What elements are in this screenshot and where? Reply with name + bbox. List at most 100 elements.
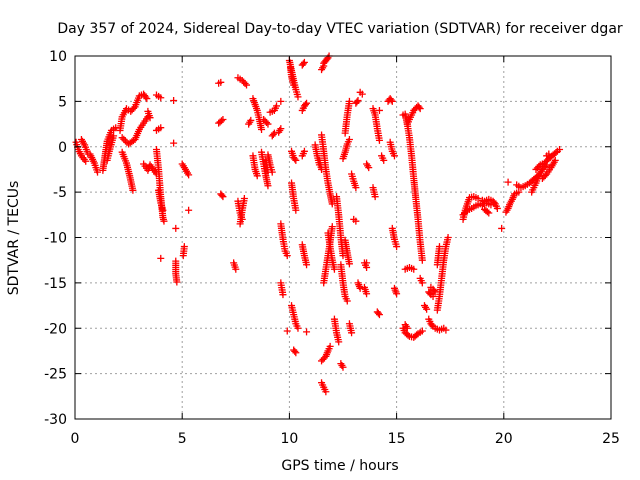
data-point (375, 106, 383, 114)
x-tick-label: 10 (280, 431, 298, 447)
data-point (515, 188, 523, 196)
data-point (375, 311, 383, 319)
data-point (498, 224, 506, 232)
data-point (535, 162, 543, 170)
data-point (353, 98, 361, 106)
y-tick-label: -25 (44, 367, 67, 383)
data-point (339, 363, 347, 371)
y-tick-label: -30 (44, 412, 67, 428)
x-tick-label: 15 (388, 431, 406, 447)
data-point (352, 217, 360, 225)
data-point (418, 256, 426, 264)
data-point (426, 289, 434, 297)
data-point (428, 321, 436, 329)
data-point (172, 224, 180, 232)
data-point (345, 135, 353, 143)
data-point (173, 278, 181, 286)
data-point (170, 139, 178, 147)
data-point (264, 120, 272, 128)
data-point (356, 284, 364, 292)
data-point (487, 201, 495, 209)
data-point (365, 164, 373, 172)
data-point (218, 191, 226, 199)
data-point (387, 96, 395, 104)
data-point (303, 99, 311, 107)
data-point (82, 157, 90, 165)
data-point (218, 117, 226, 125)
data-point (301, 101, 309, 109)
data-point (277, 97, 285, 105)
data-point (374, 309, 382, 317)
data-point (423, 305, 431, 313)
data-point (403, 324, 411, 332)
data-point (493, 204, 501, 212)
y-tick-label: -10 (44, 231, 67, 247)
data-point (551, 156, 559, 164)
data-point (120, 135, 128, 143)
data-point (121, 137, 129, 145)
data-point (269, 130, 277, 138)
data-point (291, 347, 299, 355)
data-point (320, 62, 328, 70)
data-point (292, 156, 300, 164)
data-point (363, 259, 371, 267)
y-tick-label: -5 (53, 185, 67, 201)
data-point (371, 193, 379, 201)
y-tick-label: 0 (58, 140, 67, 156)
data-point (430, 287, 438, 295)
data-point (180, 243, 188, 251)
data-point (354, 96, 362, 104)
data-point (541, 171, 549, 179)
data-point (442, 326, 450, 334)
data-point (345, 97, 353, 105)
data-point (142, 93, 150, 101)
data-point (160, 217, 168, 225)
data-point (279, 291, 287, 299)
data-point (185, 206, 193, 214)
data-points (72, 52, 564, 396)
data-point (552, 148, 560, 156)
data-point (303, 328, 311, 336)
data-point (110, 132, 118, 140)
data-point (290, 81, 298, 89)
data-point (299, 60, 307, 68)
data-point (393, 290, 401, 298)
data-point (270, 129, 278, 137)
x-tick-label: 5 (178, 431, 187, 447)
data-point (170, 96, 178, 104)
data-point (330, 265, 338, 273)
data-point (291, 155, 299, 163)
y-tick-label: -20 (44, 321, 67, 337)
data-point (300, 58, 308, 66)
data-point (283, 327, 291, 335)
data-point (143, 95, 151, 103)
data-point (416, 105, 424, 113)
data-point (380, 156, 388, 164)
y-tick-label: -15 (44, 276, 67, 292)
data-point (328, 223, 336, 231)
data-point (185, 171, 193, 179)
data-point (410, 265, 418, 273)
data-point (363, 290, 371, 298)
data-point (393, 243, 401, 251)
axis-ticks: 0 5 10 15 20 25 -30 -25 -20 -15 -10 -5 0 5 10 (44, 49, 620, 447)
data-point (157, 254, 165, 262)
data-point (388, 97, 396, 105)
data-point (504, 178, 512, 186)
data-point (429, 292, 437, 300)
data-point (322, 388, 330, 396)
data-point (375, 136, 383, 144)
data-point (292, 349, 300, 357)
data-point (294, 324, 302, 332)
data-point (263, 119, 271, 127)
data-point (294, 93, 302, 101)
data-point (348, 329, 356, 337)
data-point (277, 125, 285, 133)
data-point (474, 194, 482, 202)
y-axis-label: SDTVAR / TECUs (6, 181, 22, 296)
data-point (247, 116, 255, 124)
data-point (335, 338, 343, 346)
x-tick-label: 20 (495, 431, 513, 447)
data-point (157, 94, 165, 102)
